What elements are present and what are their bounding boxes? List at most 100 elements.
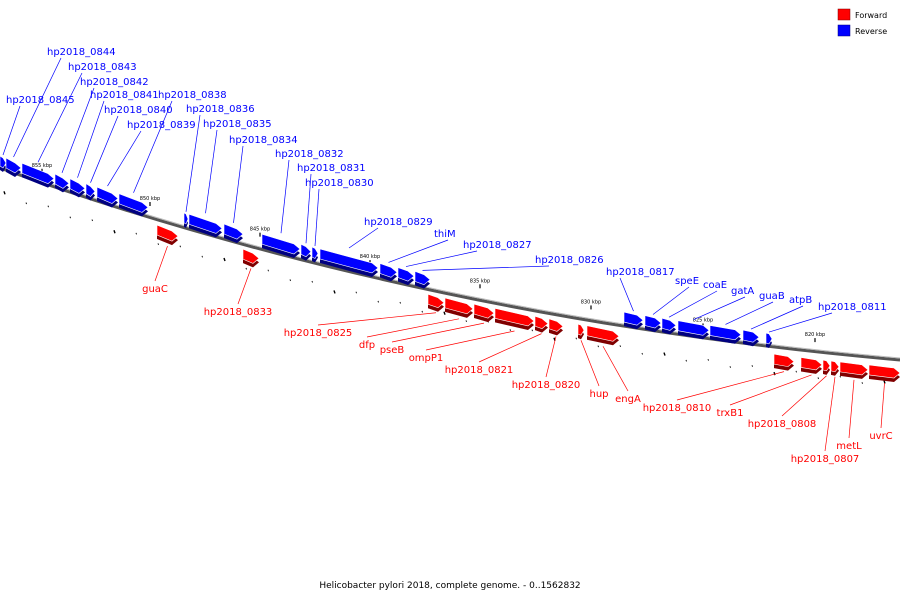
tick-dot xyxy=(421,310,423,313)
gene-line-dfp xyxy=(366,318,460,338)
gene-label-hp2018_0836: hp2018_0836 xyxy=(186,104,255,115)
gene-label-lines xyxy=(2,57,885,452)
gene-line-hp2018_0830 xyxy=(314,188,320,247)
gene-line-hp2018_0845 xyxy=(2,105,21,156)
gene-trxB1 xyxy=(800,357,823,371)
gene-line-thiM xyxy=(388,239,449,263)
tick-dot xyxy=(729,366,731,368)
tick-dot xyxy=(135,232,137,235)
gene-line-engA xyxy=(602,346,629,392)
gene-line-hp2018_0807 xyxy=(824,376,836,452)
gene-label-hp2018_0825: hp2018_0825 xyxy=(284,328,353,339)
legend: Forward Reverse xyxy=(837,8,887,37)
map-caption: Helicobacter pylori 2018, complete genom… xyxy=(319,581,580,591)
tick-dot xyxy=(575,337,577,340)
tick-dot xyxy=(157,243,159,245)
gene-line-hp2018_0829 xyxy=(348,227,379,249)
gene-label-hp2018_0844: hp2018_0844 xyxy=(47,47,116,58)
tick-dot xyxy=(707,359,709,361)
tick-dot xyxy=(245,267,247,270)
gene-label-hp2018_0845: hp2018_0845 xyxy=(6,95,75,106)
gene-label-hp2018_0827: hp2018_0827 xyxy=(463,240,532,251)
gene-line-hp2018_0811 xyxy=(768,312,833,333)
gene-line-hp2018_0808 xyxy=(781,375,827,417)
gene-label-hp2018_0808: hp2018_0808 xyxy=(748,419,817,430)
scale-tick-label: 850 kbp xyxy=(140,196,160,202)
gene-hp2018_0842 xyxy=(54,173,70,189)
gene-coaE xyxy=(661,317,677,331)
gene-hp2018_0827 xyxy=(397,267,415,282)
gene-labels: hp2018_0845 hp2018_0844 hp2018_0843 hp2018_… xyxy=(6,47,893,465)
gene-hp2018_0843 xyxy=(21,162,55,184)
gene-line-speE xyxy=(652,286,690,315)
tick-dot xyxy=(817,377,819,380)
tick-dot xyxy=(201,255,203,258)
tick-dot xyxy=(223,257,226,262)
gene-line-hp2018_0834 xyxy=(233,145,244,224)
legend-reverse-swatch xyxy=(837,24,851,37)
gene-hp2018_0838 xyxy=(118,193,149,213)
gene-label-atpB: atpB xyxy=(789,295,812,306)
tick-dot xyxy=(69,216,71,219)
gene-line-coaE xyxy=(668,290,718,318)
gene-label-engA: engA xyxy=(615,394,641,405)
tick-dot xyxy=(267,269,269,272)
tick-dot xyxy=(883,380,886,384)
gene-label-hp2018_0833: hp2018_0833 xyxy=(204,307,273,318)
gene-line-hp2018_0817 xyxy=(619,277,634,312)
gene-speE xyxy=(644,315,662,329)
tick-dot xyxy=(113,230,116,234)
gene-hp2018_0832 xyxy=(261,233,301,255)
gene-label-hp2018_0840: hp2018_0840 xyxy=(104,105,173,116)
gene-label-hp2018_0831: hp2018_0831 xyxy=(297,163,366,174)
gene-label-hp2018_0811: hp2018_0811 xyxy=(818,302,887,313)
tick-dot xyxy=(25,202,27,205)
tick-dot xyxy=(773,371,776,376)
gene-label-metL: metL xyxy=(836,441,862,452)
tick-dot xyxy=(179,245,181,248)
gene-hp2018_0844 xyxy=(5,157,22,174)
scale-tick-label: 820 kbp xyxy=(805,332,825,338)
gene-hp2018_0825 xyxy=(427,293,445,309)
gene-line-hp2018_0832 xyxy=(280,159,290,234)
gene-shapes xyxy=(0,155,900,382)
gene-hp2018_0807 xyxy=(830,360,840,373)
gene-label-dfp: dfp xyxy=(359,340,375,351)
gene-hp2018_0833 xyxy=(242,248,260,264)
tick-dot xyxy=(289,279,291,282)
gene-hp2018_0841 xyxy=(69,178,86,194)
gene-label-guaB: guaB xyxy=(759,291,785,302)
gene-label-hp2018_0826: hp2018_0826 xyxy=(535,255,604,266)
gene-label-hp2018_0835: hp2018_0835 xyxy=(203,119,272,130)
gene-line-metL xyxy=(848,379,855,439)
gene-line-ompP1 xyxy=(425,330,515,351)
gene-label-pseB: pseB xyxy=(380,345,405,356)
scale-tick-label: 840 kbp xyxy=(360,254,380,260)
legend-forward-swatch xyxy=(837,8,851,21)
gene-guaB xyxy=(709,325,742,341)
genome-backbone-highlight xyxy=(0,165,900,359)
tick-dot xyxy=(333,290,336,294)
legend-forward-label: Forward xyxy=(855,11,887,20)
gene-hp2018_0831 xyxy=(300,243,312,258)
gene-hp2018_0836 xyxy=(183,212,189,225)
gene-hp2018_0840 xyxy=(85,183,96,197)
tick-dot xyxy=(619,345,621,348)
gene-line-hp2018_0825 xyxy=(317,312,437,326)
gene-label-speE: speE xyxy=(675,276,699,287)
gene-label-hp2018_0830: hp2018_0830 xyxy=(305,178,374,189)
gene-label-hup: hup xyxy=(589,389,608,400)
gene-line-uvrC xyxy=(880,382,885,429)
gene-line-hp2018_0843 xyxy=(37,72,83,163)
tick-dot xyxy=(861,382,863,384)
gene-label-guaC: guaC xyxy=(142,284,168,295)
tick-dot xyxy=(597,345,599,348)
gene-line-hp2018_0821 xyxy=(478,333,542,363)
gene-uvrC xyxy=(868,364,900,379)
gene-thiM xyxy=(379,262,398,278)
gene-label-hp2018_0842: hp2018_0842 xyxy=(80,77,149,88)
gene-label-ompP1: ompP1 xyxy=(409,353,444,364)
gene-metL xyxy=(839,361,869,376)
scale-tick-label: 825 kbp xyxy=(693,317,713,323)
